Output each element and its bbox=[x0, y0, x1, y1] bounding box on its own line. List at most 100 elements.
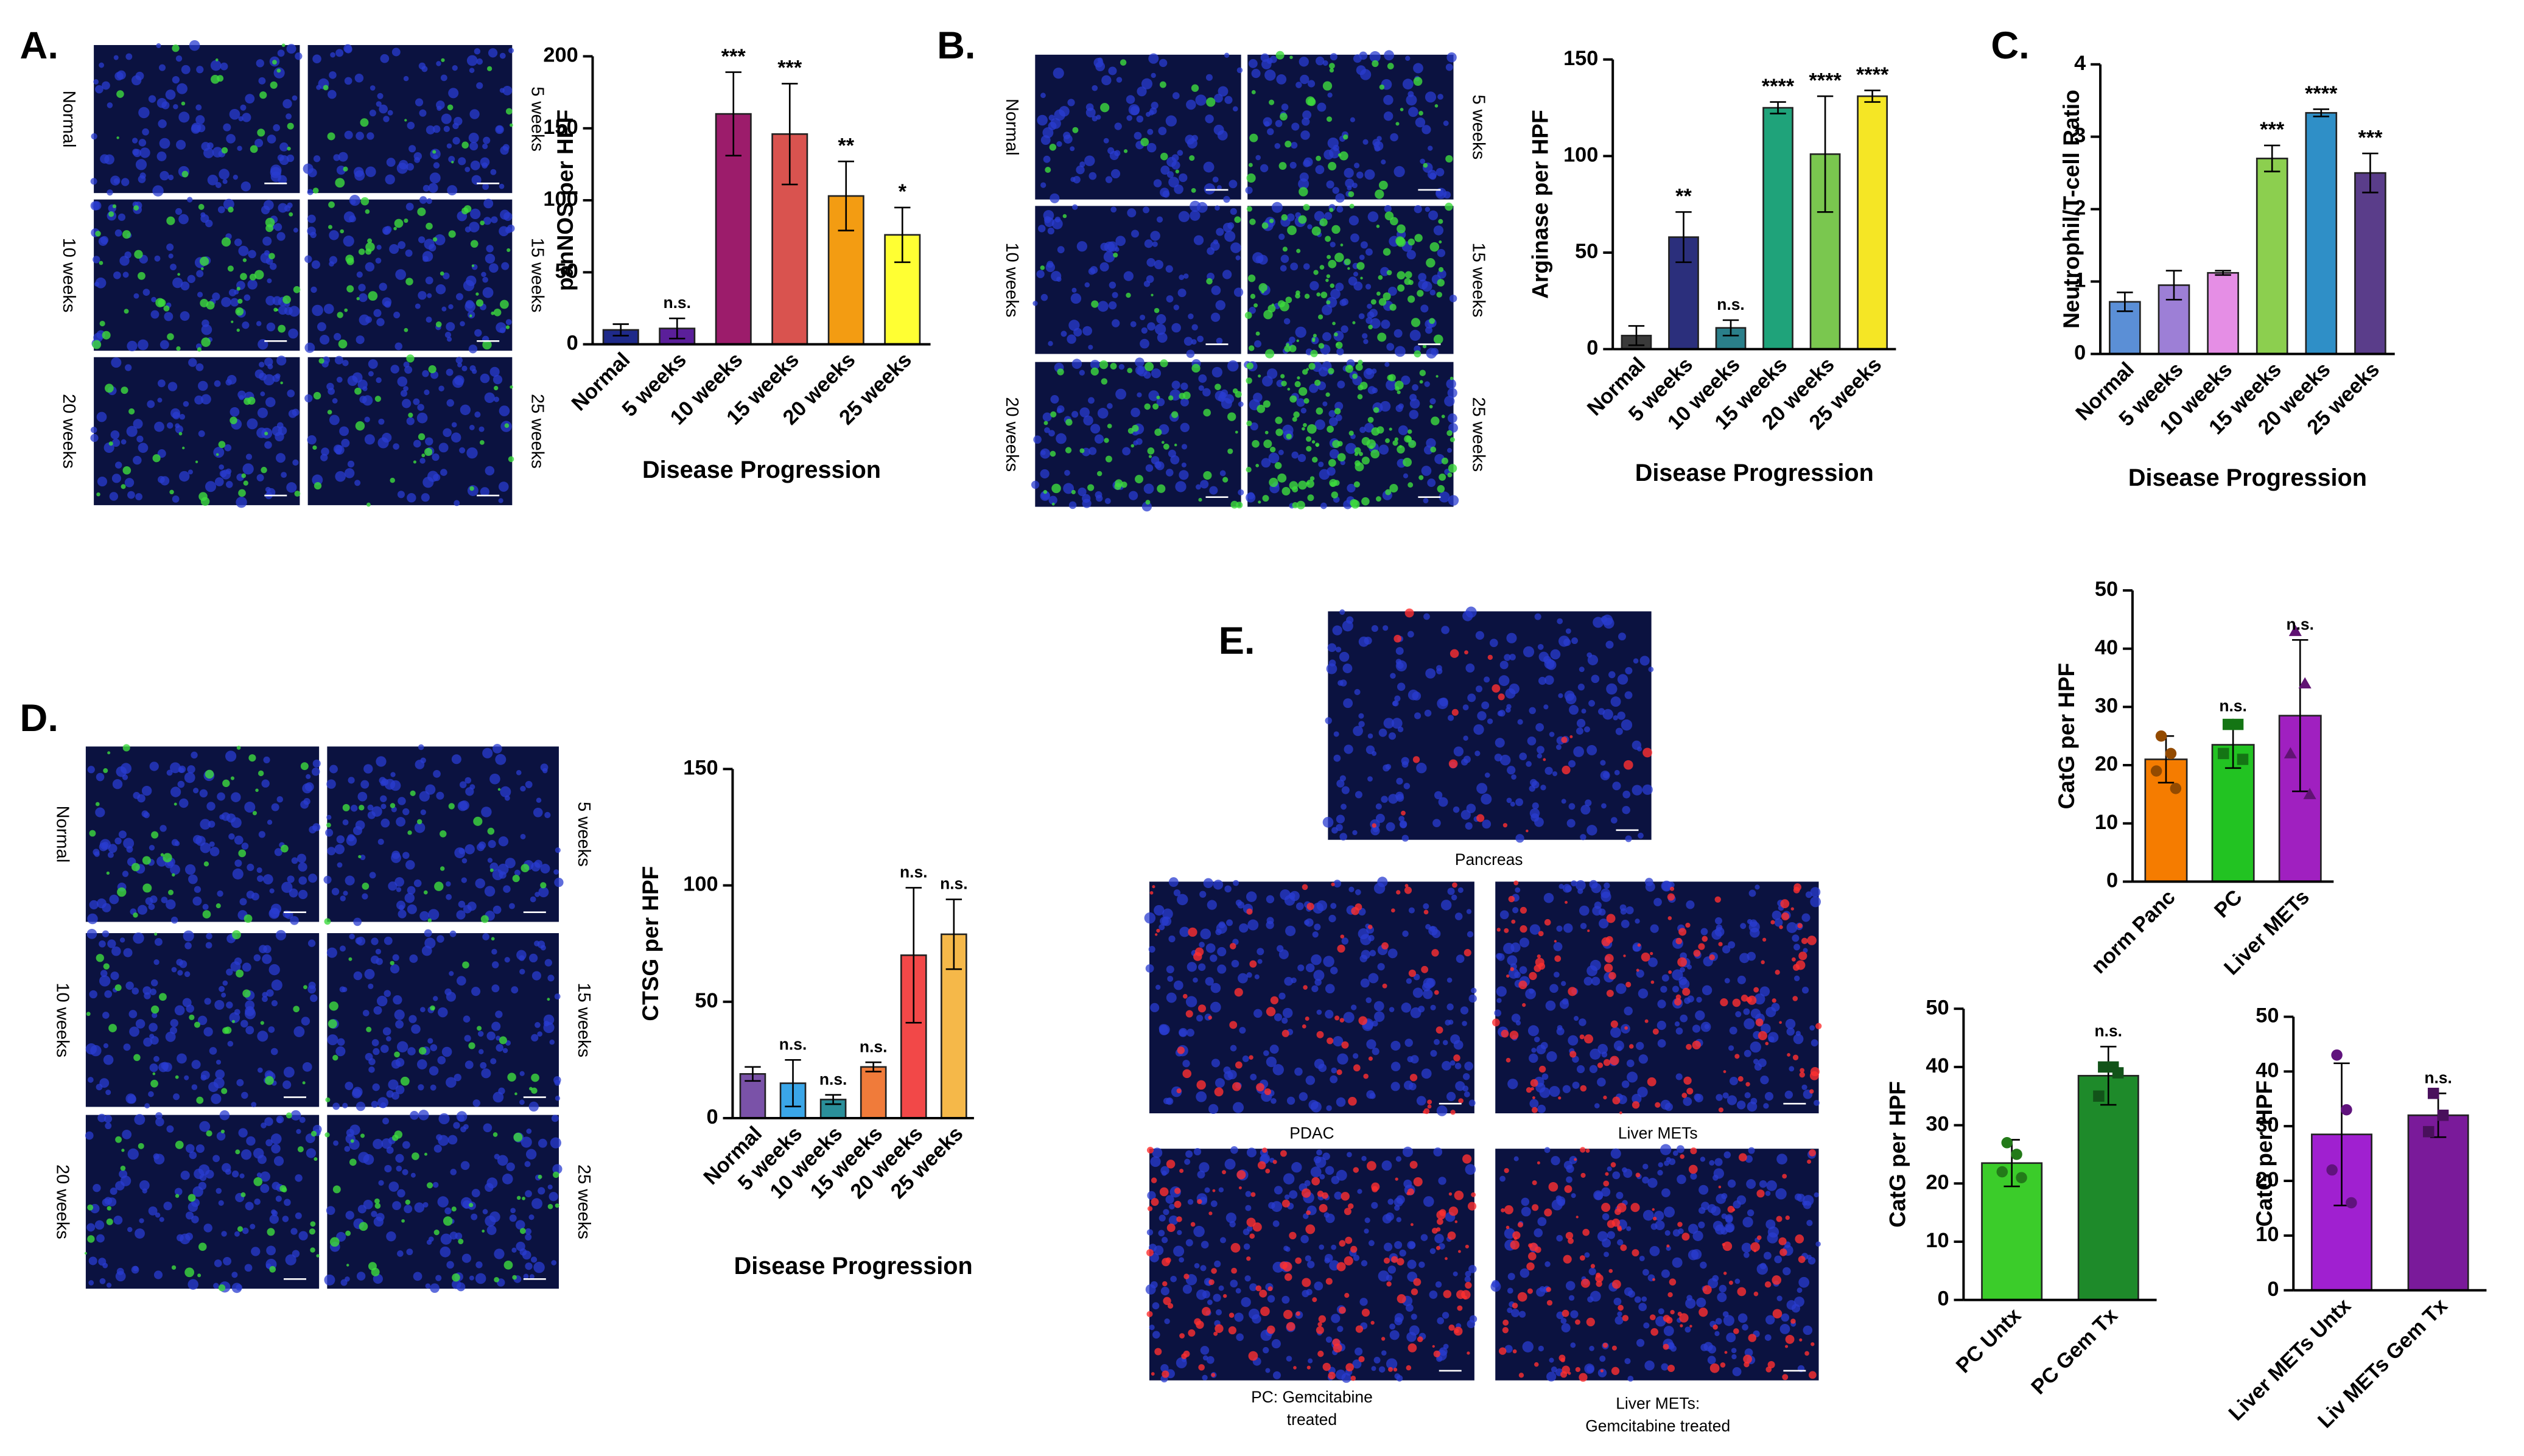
nucleus bbox=[1300, 74, 1309, 85]
nucleus bbox=[127, 1148, 139, 1160]
stain bbox=[1135, 475, 1143, 484]
bar bbox=[1762, 107, 1793, 350]
nucleus bbox=[520, 834, 526, 839]
stain bbox=[1504, 928, 1509, 933]
nucleus bbox=[104, 1197, 113, 1205]
nucleus bbox=[366, 132, 374, 140]
nucleus bbox=[1083, 415, 1093, 426]
nucleus bbox=[1507, 766, 1516, 775]
stain bbox=[1326, 274, 1331, 278]
nucleus bbox=[1468, 1265, 1477, 1273]
nucleus bbox=[244, 802, 256, 813]
nucleus bbox=[1063, 135, 1073, 144]
stain bbox=[1747, 995, 1757, 1005]
nucleus bbox=[270, 1133, 282, 1144]
nucleus bbox=[155, 1117, 164, 1127]
data-point bbox=[2001, 1137, 2013, 1149]
nucleus bbox=[90, 427, 97, 433]
nucleus bbox=[1498, 675, 1510, 687]
nucleus bbox=[184, 1075, 189, 1080]
nucleus bbox=[393, 443, 399, 450]
stain bbox=[1222, 477, 1229, 483]
stain bbox=[494, 385, 499, 391]
nucleus bbox=[1272, 1064, 1284, 1076]
stain bbox=[198, 204, 205, 210]
nucleus bbox=[1430, 1004, 1436, 1010]
bar bbox=[2354, 172, 2386, 355]
stain bbox=[428, 365, 436, 374]
stain bbox=[1383, 292, 1391, 301]
error-bar bbox=[825, 1094, 841, 1105]
nucleus bbox=[1212, 177, 1219, 183]
nucleus bbox=[312, 825, 318, 831]
stain bbox=[1652, 1028, 1659, 1035]
nucleus bbox=[1495, 738, 1505, 748]
nucleus bbox=[1535, 723, 1544, 732]
nucleus bbox=[1243, 1243, 1250, 1250]
stain bbox=[1191, 363, 1201, 373]
stain bbox=[1436, 1026, 1443, 1034]
image-label: Normal bbox=[53, 806, 72, 863]
nucleus bbox=[253, 954, 261, 962]
nucleus bbox=[1529, 989, 1534, 994]
nucleus bbox=[1088, 172, 1097, 180]
nucleus bbox=[349, 1124, 360, 1135]
nucleus bbox=[1255, 255, 1264, 264]
nucleus bbox=[329, 230, 339, 240]
stain bbox=[1263, 439, 1272, 449]
nucleus bbox=[148, 1091, 154, 1097]
nucleus bbox=[414, 156, 421, 163]
nucleus bbox=[267, 819, 273, 825]
nucleus bbox=[489, 1211, 500, 1223]
nucleus bbox=[326, 947, 337, 958]
nucleus bbox=[1358, 313, 1365, 320]
nucleus bbox=[1540, 785, 1546, 791]
nucleus bbox=[1624, 1358, 1631, 1365]
nucleus bbox=[1753, 1059, 1759, 1065]
nucleus bbox=[1123, 271, 1134, 281]
nucleus bbox=[377, 93, 384, 99]
stain bbox=[1325, 278, 1329, 282]
nucleus bbox=[1045, 262, 1056, 272]
nucleus bbox=[307, 168, 317, 178]
stain bbox=[1305, 1016, 1309, 1021]
nucleus bbox=[1325, 1010, 1334, 1019]
nucleus bbox=[183, 930, 194, 942]
nucleus bbox=[1196, 1091, 1207, 1102]
stain bbox=[1561, 737, 1568, 743]
nucleus bbox=[170, 864, 180, 875]
stain bbox=[287, 122, 294, 130]
nucleus bbox=[499, 52, 506, 59]
nucleus bbox=[446, 1077, 457, 1088]
nucleus bbox=[1429, 1290, 1438, 1299]
nucleus bbox=[1499, 1175, 1506, 1182]
nucleus bbox=[1409, 410, 1419, 419]
nucleus bbox=[1401, 376, 1411, 385]
significance-label: *** bbox=[777, 57, 802, 80]
nucleus bbox=[1744, 1018, 1755, 1030]
nucleus bbox=[1088, 397, 1095, 404]
nucleus bbox=[1569, 1156, 1577, 1164]
stain bbox=[1439, 1209, 1446, 1216]
stain bbox=[1368, 324, 1373, 330]
nucleus bbox=[1531, 1048, 1537, 1053]
nucleus bbox=[1537, 1217, 1547, 1227]
nucleus bbox=[1658, 1162, 1663, 1167]
nucleus bbox=[1558, 635, 1570, 647]
nucleus bbox=[440, 74, 447, 82]
nucleus bbox=[1302, 110, 1312, 120]
stain bbox=[1316, 407, 1323, 415]
nucleus bbox=[1384, 1242, 1393, 1251]
nucleus bbox=[524, 1161, 531, 1167]
stain bbox=[1723, 1272, 1727, 1275]
stain bbox=[1269, 477, 1278, 488]
stain bbox=[332, 1185, 341, 1194]
stain bbox=[1427, 1099, 1432, 1105]
nucleus bbox=[1728, 941, 1736, 949]
nucleus bbox=[1406, 978, 1412, 984]
nucleus bbox=[288, 409, 297, 418]
nucleus bbox=[491, 961, 499, 968]
nucleus bbox=[226, 968, 233, 976]
stain bbox=[521, 864, 530, 873]
nucleus bbox=[290, 1228, 298, 1235]
